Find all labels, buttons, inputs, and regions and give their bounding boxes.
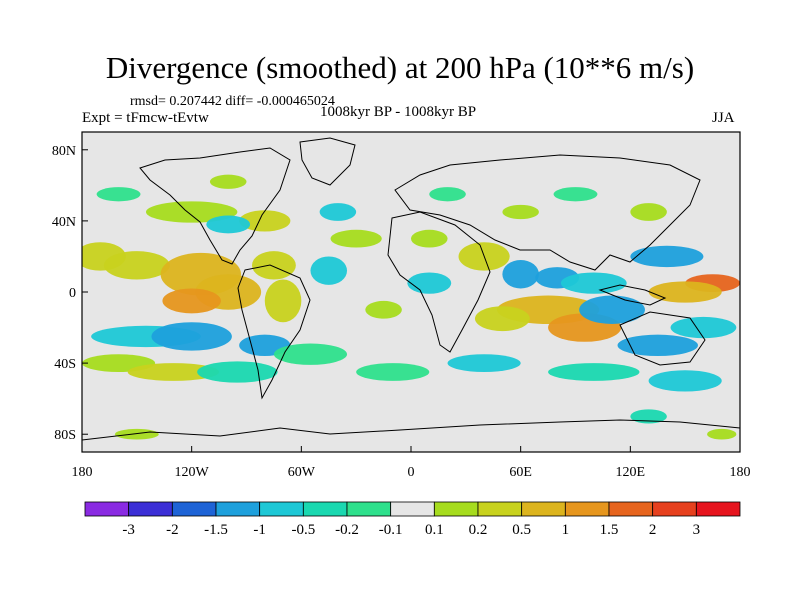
field-blob: [127, 363, 220, 381]
colorbar-label: -1.5: [204, 522, 228, 538]
colorbar-swatch: [695, 501, 741, 517]
field-blob: [630, 203, 667, 221]
stats-label: rmsd= 0.207442 diff= -0.000465024: [130, 94, 335, 109]
field-blob: [429, 187, 466, 202]
colorbar-swatch: [564, 501, 610, 517]
experiment-label: Expt = tFmcw-tEvtw: [82, 110, 209, 126]
field-blob: [103, 251, 170, 280]
field-blob: [273, 343, 348, 365]
x-tick-label: 0: [408, 465, 415, 480]
field-blob: [474, 306, 530, 332]
field-blob: [548, 363, 640, 381]
field-blob: [411, 229, 448, 248]
colorbar-label: -0.1: [379, 522, 403, 538]
field-blob: [502, 204, 539, 220]
colorbar-swatch: [302, 501, 348, 517]
colorbar-label: -0.2: [335, 522, 359, 538]
colorbar-swatch: [521, 501, 566, 517]
field-blob: [209, 174, 247, 189]
colorbar-label: 3: [693, 522, 701, 538]
colorbar-swatch: [477, 501, 523, 517]
colorbar-swatch: [259, 501, 304, 517]
colorbar-swatch: [652, 501, 697, 517]
x-tick-label: 180: [730, 465, 751, 480]
colorbar-swatch: [608, 501, 654, 517]
x-tick-label: 60E: [509, 465, 532, 480]
field-blob: [648, 370, 722, 392]
season-label: JJA: [712, 110, 735, 126]
field-blob: [319, 203, 357, 221]
field-blob: [310, 256, 348, 285]
field-blob: [407, 272, 452, 294]
map-axes: 80N 40N 0 40S 80S 180 120W 60W 0 60E 120E 180: [52, 144, 751, 480]
y-tick-label: 40N: [52, 215, 76, 230]
coastline-eurasia: [394, 154, 701, 271]
coastline-south-america: [237, 264, 311, 400]
field-blob: [264, 279, 302, 323]
colorbar-swatch: [171, 501, 217, 517]
field-blob: [151, 322, 232, 351]
colorbar-label: -2: [166, 522, 179, 538]
colorbar-label: 0.1: [425, 522, 444, 538]
field-blob: [239, 210, 291, 232]
y-tick-label: 0: [69, 286, 76, 301]
coastline-australia: [619, 311, 706, 366]
coastline-antarctica: [82, 419, 740, 441]
field-blob: [162, 288, 221, 314]
colorbar-swatch: [346, 501, 392, 517]
colorbar-label: 0.5: [512, 522, 531, 538]
field-blob: [365, 300, 402, 319]
field-blob: [670, 316, 737, 339]
field-blob: [630, 409, 667, 424]
colorbar-swatch: [84, 501, 130, 517]
field-blob: [145, 201, 238, 223]
coastline-greenland: [299, 137, 356, 186]
colorbar-label: 2: [649, 522, 657, 538]
x-tick-label: 120W: [175, 465, 210, 480]
colorbar-swatch: [215, 501, 261, 517]
x-tick-label: 60W: [288, 465, 316, 480]
field-blob: [206, 215, 251, 234]
field-blob: [630, 245, 704, 268]
y-tick-label: 40S: [54, 357, 76, 372]
colorbar-swatch: [128, 501, 173, 517]
field-blob: [447, 354, 521, 372]
divergence-field: [82, 132, 740, 452]
colorbar: -3 -2 -1.5 -1 -0.5 -0.2 -0.1 0.1 0.2 0.5 1 1.5 2 3: [84, 501, 741, 538]
field-blob: [648, 281, 722, 303]
field-blob: [356, 363, 430, 381]
field-blob: [197, 361, 278, 383]
field-blob: [330, 229, 382, 248]
field-blob: [707, 428, 737, 440]
colorbar-label: 1.5: [600, 522, 619, 538]
y-tick-label: 80N: [52, 144, 76, 159]
x-tick-label: 120E: [616, 465, 646, 480]
colorbar-label: -1: [253, 522, 266, 538]
x-tick-label: 180: [72, 465, 93, 480]
field-blob: [251, 251, 296, 280]
field-blob: [114, 428, 159, 440]
y-tick-label: 80S: [54, 428, 76, 443]
field-blob: [617, 334, 698, 357]
period-label: 1008kyr BP - 1008kyr BP: [320, 104, 477, 120]
colorbar-swatch: [390, 501, 435, 517]
field-blob: [553, 187, 598, 202]
colorbar-label: 0.2: [469, 522, 488, 538]
coastlines: [82, 137, 740, 441]
coastline-north-america: [139, 147, 291, 265]
coastline-maritime: [598, 284, 667, 306]
field-blob: [96, 187, 141, 202]
field-blob: [579, 295, 645, 324]
chart-title: Divergence (smoothed) at 200 hPa (10**6 …: [105, 50, 695, 85]
colorbar-swatch: [433, 501, 479, 517]
coastline-africa: [387, 211, 491, 353]
colorbar-label: -0.5: [291, 522, 315, 538]
colorbar-label: -3: [122, 522, 135, 538]
field-blob: [502, 260, 539, 289]
colorbar-label: 1: [562, 522, 570, 538]
field-blob: [560, 272, 627, 294]
